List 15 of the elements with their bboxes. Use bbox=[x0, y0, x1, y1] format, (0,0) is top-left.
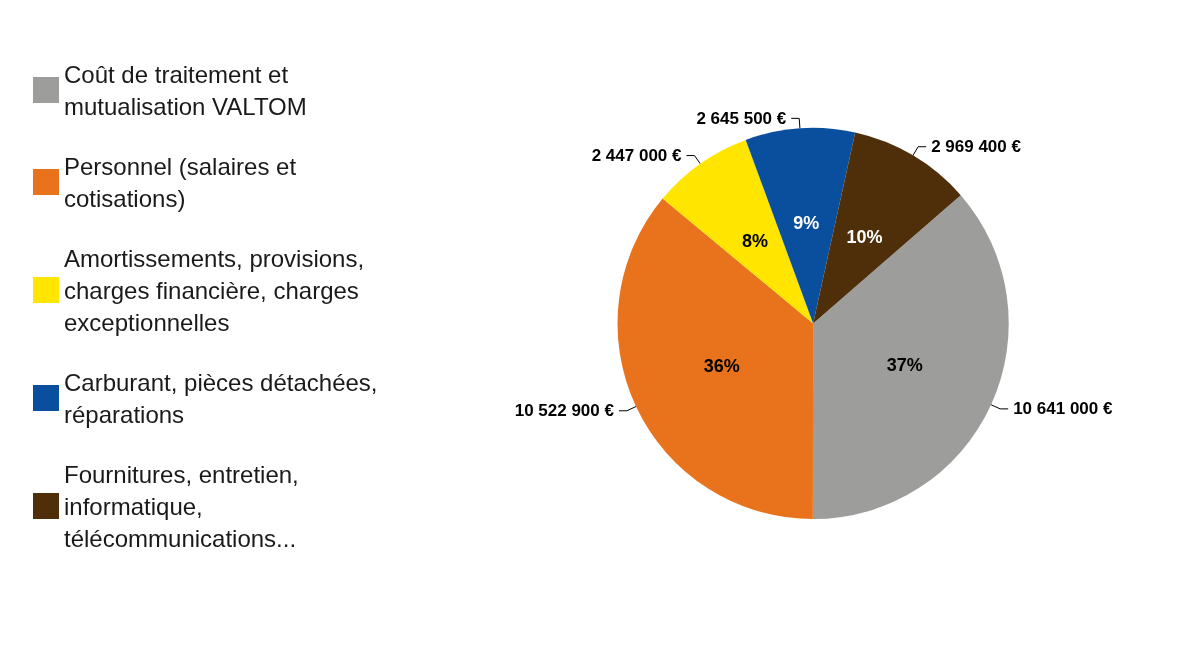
data-label: 10 522 900 € bbox=[514, 401, 615, 421]
text: 9% bbox=[793, 212, 820, 233]
legend-label: Carburant, pièces détachées, réparations bbox=[64, 368, 385, 428]
legend-label: Fournitures, entretien, informatique, télécommunications... bbox=[64, 460, 306, 552]
data-label: 2 645 500 € bbox=[696, 108, 787, 128]
data-label: 2 447 000 € bbox=[591, 146, 683, 166]
data-label: 10 641 000 € bbox=[1013, 399, 1113, 419]
text: 37% bbox=[886, 355, 923, 376]
legend-label: Amortissements, provisions, charges financière, charges exceptionnelles bbox=[64, 244, 371, 336]
text: 8% bbox=[741, 231, 768, 252]
text: 10% bbox=[846, 226, 883, 247]
data-label: 2 969 400 € bbox=[931, 137, 1022, 157]
text: 36% bbox=[703, 356, 740, 377]
legend-label: Coût de traitement et mutualisation VALTOM bbox=[64, 60, 307, 120]
legend-label: Personnel (salaires et cotisations) bbox=[64, 152, 303, 212]
